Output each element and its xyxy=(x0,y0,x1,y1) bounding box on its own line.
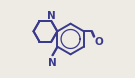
Text: N: N xyxy=(48,58,57,68)
Text: N: N xyxy=(47,11,55,21)
Text: O: O xyxy=(94,37,103,48)
